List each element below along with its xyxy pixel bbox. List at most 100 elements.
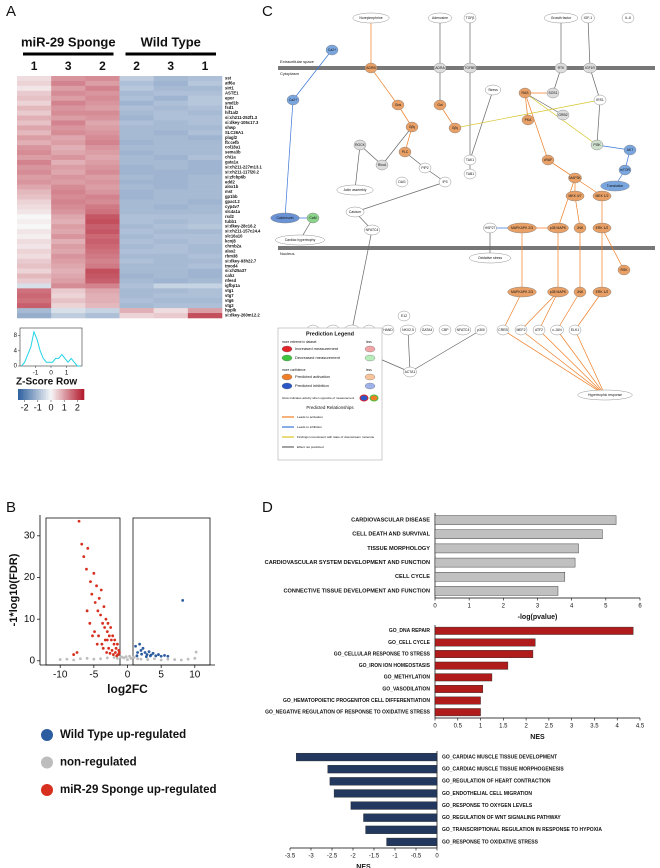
heatmap-cell (85, 209, 120, 215)
point (166, 654, 170, 658)
colorbar-step (55, 389, 58, 400)
heatmap-cell (153, 90, 189, 97)
legend-frame (277, 327, 383, 461)
heatmap-cell (51, 150, 86, 156)
node (270, 212, 300, 224)
heatmap-cell (51, 120, 86, 126)
heatmap-cell (119, 209, 154, 215)
row-label: si:dkey-93h22.7 (225, 258, 257, 263)
colorbar-step (70, 389, 73, 400)
heatmap-cell (187, 283, 223, 289)
heatmap-cell (85, 263, 120, 269)
heatmap-cell (187, 120, 223, 126)
legend-header: less (366, 340, 372, 344)
edge (354, 181, 446, 213)
heatmap-cell (187, 159, 223, 166)
threshold-box (45, 517, 121, 666)
colorbar-step (31, 389, 34, 400)
row-label: gp1bb (225, 194, 238, 199)
heatmap-cell (51, 283, 86, 289)
point (136, 651, 139, 654)
heatmap-cell (119, 164, 154, 171)
category-label: CONNECTIVE TISSUE DEVELOPMENT AND FUNCTI… (284, 588, 430, 594)
compartment-label: Extracellular space (280, 59, 315, 64)
heatmap-cell (17, 194, 52, 200)
heatmap-cell (51, 238, 86, 245)
point (86, 546, 90, 550)
heatmap-cell (17, 238, 52, 245)
heatmap-cell (17, 145, 52, 151)
node-label: MAPKAPK 2/3 (511, 226, 533, 230)
heatmap-cell (187, 189, 223, 195)
colorbar-step (19, 389, 22, 400)
colorbar-step (49, 389, 52, 400)
compartment-label: Cytoplasm (280, 71, 300, 76)
point (93, 630, 96, 634)
point (151, 651, 155, 655)
legend-label: Increased measurement (295, 346, 339, 351)
heatmap-cell (51, 174, 86, 181)
point (128, 654, 131, 658)
heatmap-cell (187, 95, 223, 101)
heatmap-cell (17, 243, 52, 250)
heatmap-cell (119, 263, 154, 269)
node (463, 168, 477, 180)
colorbar-step (65, 389, 68, 400)
legend-label: miR-29 Sponge up-regulated (60, 784, 217, 796)
x-tick-label: 5 (158, 670, 164, 681)
bar (434, 650, 534, 658)
category-label: GO_CARDIAC MUSCLE TISSUE DEVELOPMENT (442, 754, 557, 760)
edge (574, 291, 603, 331)
point (138, 642, 142, 646)
heatmap-cell (119, 298, 154, 304)
heatmap-cell (153, 204, 189, 210)
heatmap-cell (51, 155, 86, 161)
node-label: mTOR (620, 168, 630, 172)
node-label: ERK 1/2 (596, 290, 609, 294)
heatmap-cell (153, 80, 189, 87)
heatmap-cell (17, 125, 52, 131)
heatmap-cell (17, 150, 52, 156)
colorbar-step (47, 389, 50, 400)
heatmap-cell (85, 140, 120, 146)
heatmap-cell (85, 234, 120, 240)
point (181, 599, 185, 602)
node-label: CREB (498, 328, 508, 332)
heatmap-cell (119, 159, 154, 166)
row-label: si:dkey-260m12.2 (225, 313, 260, 318)
node (438, 176, 452, 188)
node (428, 12, 452, 24)
edge (538, 291, 559, 331)
x-tick-label: -1 (392, 854, 398, 860)
colorbar-tick-label: -2 (21, 402, 29, 412)
row-label: si:dkey-105c17.3 (225, 120, 259, 125)
x-tick-label: 0 (49, 370, 53, 377)
heatmap-cell (187, 219, 223, 225)
point (88, 621, 92, 625)
point (105, 630, 109, 634)
heatmap-cell (153, 219, 189, 225)
x-tick-label: -1.5 (369, 854, 380, 860)
heatmap-cell (85, 278, 120, 284)
point (153, 657, 156, 661)
heatmap-cell (119, 80, 154, 87)
x-tick-label: -1 (33, 370, 39, 377)
heatmap-cell (51, 85, 86, 92)
x-tick-label: 4 (616, 724, 620, 730)
colorbar-step (22, 389, 25, 400)
heatmap-cell (187, 238, 223, 245)
heatmap-cell (119, 194, 154, 200)
point (173, 658, 177, 661)
point (89, 580, 92, 584)
heatmap-cell (187, 115, 223, 121)
category-label: GO_CELLULAR RESPONSE TO STRESS (334, 651, 431, 657)
y-tick-label: 8 (14, 333, 18, 339)
heatmap-cell (153, 224, 189, 230)
point (99, 657, 102, 661)
edge (520, 329, 606, 396)
heatmap-cell (51, 135, 86, 141)
edge (502, 329, 606, 396)
edge (381, 126, 413, 166)
legend-label: Leads to activation (297, 415, 323, 419)
x-tick-label: 1 (65, 370, 69, 377)
